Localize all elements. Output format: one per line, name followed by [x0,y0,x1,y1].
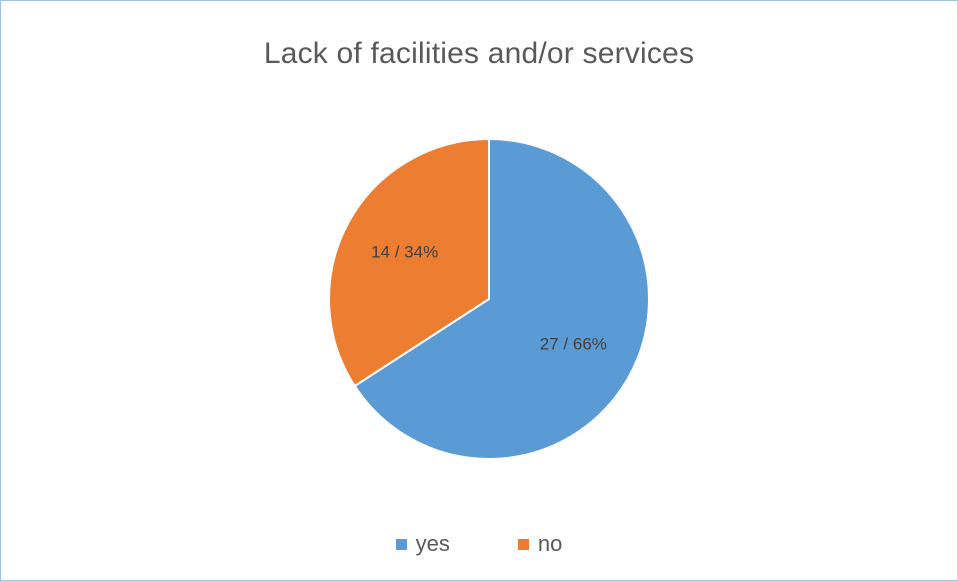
legend-swatch-yes [395,538,407,550]
pie-slice-yes [353,137,650,460]
legend-item-no: no [517,531,563,557]
legend-label-yes: yes [415,531,450,556]
data-label-yes: 27 / 66% [540,334,607,353]
data-label-no: 14 / 34% [371,243,438,262]
legend-label-no: no [537,531,563,556]
pie-slice-no [328,137,490,388]
legend-swatch-no [517,538,529,550]
chart-title: Lack of facilities and/or services [263,37,695,70]
legend-item-yes: yes [395,531,450,557]
legend: yes no [1,531,957,557]
